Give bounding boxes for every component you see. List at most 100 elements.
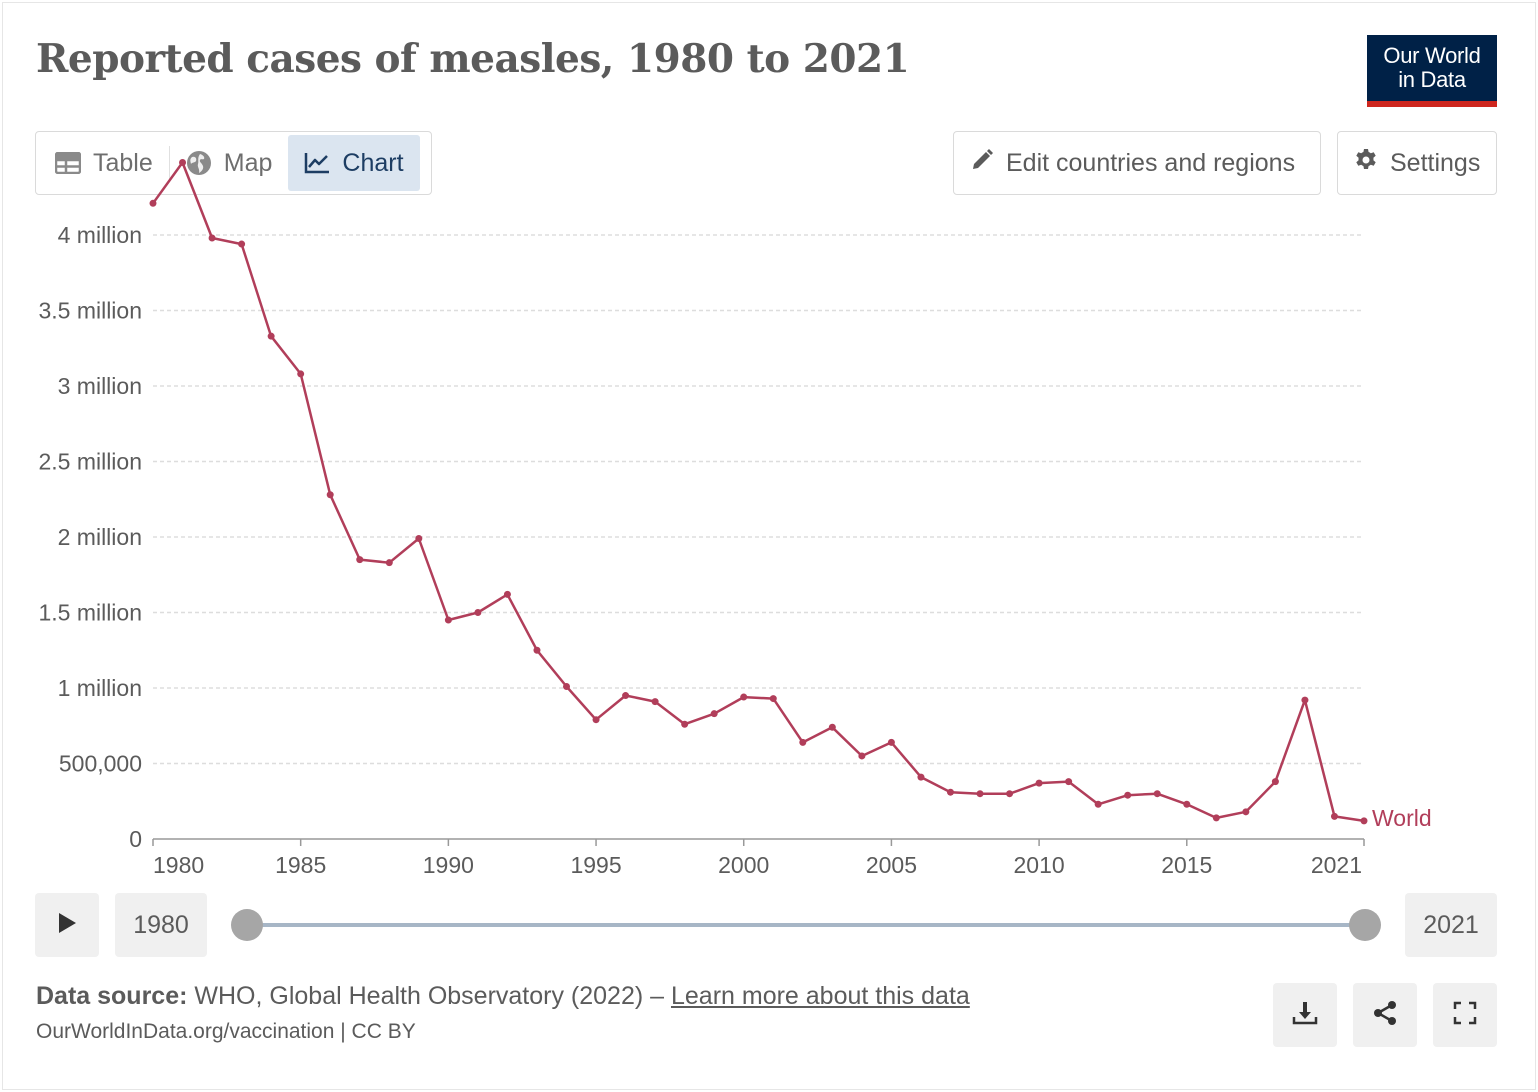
tab-map[interactable]: Map (170, 135, 289, 191)
data-point[interactable] (1035, 779, 1043, 787)
x-tick-label: 2000 (718, 852, 769, 878)
data-point[interactable] (1271, 778, 1279, 786)
data-point[interactable] (1094, 800, 1102, 808)
data-source-text: WHO, Global Health Observatory (2022) – (194, 982, 671, 1010)
data-point[interactable] (740, 693, 748, 701)
data-point[interactable] (799, 738, 807, 746)
tab-chart[interactable]: Chart (288, 135, 420, 191)
data-point[interactable] (1006, 790, 1014, 798)
data-point[interactable] (1360, 817, 1368, 825)
x-tick-label: 1980 (153, 852, 204, 878)
timeline-start-year[interactable]: 1980 (115, 893, 207, 957)
data-point[interactable] (622, 692, 630, 700)
data-point[interactable] (474, 609, 482, 616)
data-point[interactable] (326, 491, 334, 499)
data-point[interactable] (858, 752, 866, 760)
gridlines (153, 234, 1364, 765)
line-chart-icon (304, 152, 330, 174)
logo-accent-bar (1367, 101, 1497, 107)
x-tick-label: 2010 (1014, 852, 1065, 878)
tab-table[interactable]: Table (39, 135, 169, 191)
logo-line-2: in Data (1398, 67, 1466, 92)
y-tick-label: 1 million (58, 675, 142, 701)
owid-logo[interactable]: Our World in Data (1367, 35, 1497, 107)
y-tick-label: 2.5 million (38, 449, 142, 475)
data-point[interactable] (1183, 800, 1191, 808)
settings-button[interactable]: Settings (1337, 131, 1497, 195)
tab-map-label: Map (223, 148, 273, 177)
y-tick-label: 1.5 million (38, 600, 142, 626)
y-tick-label: 4 million (58, 222, 142, 248)
data-point[interactable] (179, 159, 187, 167)
url-license: OurWorldInData.org/vaccination | CC BY (36, 1020, 416, 1043)
x-tick-label: 2021 (1311, 852, 1362, 878)
timeline-start-handle[interactable] (231, 909, 263, 941)
data-point[interactable] (828, 723, 836, 731)
data-point[interactable] (917, 773, 925, 781)
share-button[interactable] (1353, 983, 1417, 1047)
y-tick-label: 500,000 (59, 751, 142, 777)
data-point[interactable] (297, 370, 305, 378)
y-tick-label: 3.5 million (38, 298, 142, 324)
data-point[interactable] (769, 695, 777, 703)
line-chart: 0 500,000 1 million 1.5 million 2 million 2.5… (38, 159, 1432, 878)
data-point[interactable] (1212, 814, 1220, 822)
download-button[interactable] (1273, 983, 1337, 1047)
data-point[interactable] (533, 646, 541, 654)
tab-chart-label: Chart (342, 148, 404, 177)
series-world: World (149, 159, 1432, 831)
fullscreen-button[interactable] (1433, 983, 1497, 1047)
data-point[interactable] (1153, 790, 1161, 798)
data-point[interactable] (1124, 791, 1132, 799)
data-point[interactable] (238, 240, 246, 248)
data-point[interactable] (385, 559, 393, 567)
data-point[interactable] (946, 788, 954, 796)
table-icon (55, 152, 81, 174)
share-icon (1372, 1000, 1398, 1031)
gear-icon (1354, 148, 1378, 179)
y-axis-ticks: 0 500,000 1 million 1.5 million 2 million 2.5… (38, 222, 142, 852)
x-tick-label: 2005 (866, 852, 917, 878)
y-tick-label: 0 (129, 826, 142, 852)
data-point[interactable] (563, 682, 571, 690)
data-point[interactable] (149, 199, 157, 207)
data-point[interactable] (1330, 812, 1338, 820)
pencil-icon (970, 148, 994, 179)
data-point[interactable] (503, 590, 511, 598)
data-point[interactable] (681, 720, 689, 728)
data-point[interactable] (710, 710, 718, 718)
x-axis: 1980 1985 1990 1995 2000 2005 2010 2015 2021 (152, 838, 1365, 878)
download-icon (1292, 1000, 1318, 1031)
play-icon (57, 912, 77, 939)
timeline-end-year[interactable]: 2021 (1405, 893, 1497, 957)
data-source-prefix: Data source: (36, 982, 188, 1010)
data-point[interactable] (592, 716, 600, 724)
chart-title: Reported cases of measles, 1980 to 2021 (36, 36, 910, 82)
data-point[interactable] (1065, 778, 1073, 786)
series-label: World (1372, 805, 1432, 831)
data-point[interactable] (444, 616, 452, 624)
data-point[interactable] (356, 556, 364, 564)
learn-more-link[interactable]: Learn more about this data (670, 982, 970, 1010)
play-button[interactable] (35, 893, 99, 957)
data-source: Data source: WHO, Global Health Observat… (36, 982, 970, 1011)
x-tick-label: 2015 (1161, 852, 1212, 878)
data-point[interactable] (976, 790, 984, 798)
x-tick-label: 1990 (423, 852, 474, 878)
data-point[interactable] (1242, 808, 1250, 816)
y-tick-label: 3 million (58, 373, 142, 399)
logo-line-1: Our World (1383, 43, 1481, 68)
timeline-end-handle[interactable] (1349, 909, 1381, 941)
edit-countries-button[interactable]: Edit countries and regions (953, 131, 1321, 195)
timeline-slider-track[interactable] (247, 923, 1365, 927)
data-point[interactable] (208, 234, 216, 242)
data-point[interactable] (1301, 696, 1309, 704)
settings-label: Settings (1390, 148, 1481, 177)
data-point[interactable] (267, 332, 275, 340)
x-tick-label: 1995 (570, 852, 621, 878)
data-point[interactable] (415, 535, 423, 543)
edit-countries-label: Edit countries and regions (1006, 148, 1296, 177)
data-point[interactable] (887, 738, 895, 746)
data-point[interactable] (651, 698, 659, 706)
